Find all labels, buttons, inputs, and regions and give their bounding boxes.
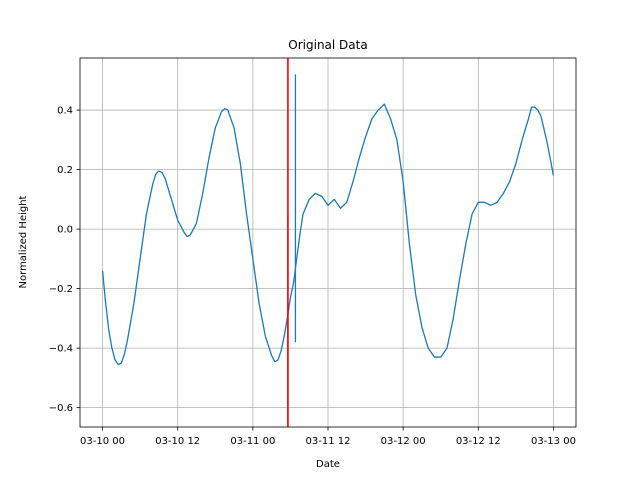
y-tick-label: 0.0 [57,225,73,236]
x-tick-label: 03-12 00 [381,436,426,447]
y-tick-label: −0.6 [49,403,73,414]
x-axis-label: Date [316,459,340,470]
y-tick-label: −0.2 [49,284,73,295]
x-tick-label: 03-12 12 [456,436,501,447]
x-tick-label: 03-13 00 [531,436,576,447]
y-tick-label: 0.2 [57,165,73,176]
y-tick-label: 0.4 [57,106,73,117]
x-tick-label: 03-11 00 [230,436,275,447]
x-tick-label: 03-11 12 [306,436,351,447]
chart-title: Original Data [288,38,367,52]
y-axis-label: Normalized Height [18,195,29,288]
x-tick-label: 03-10 00 [80,436,125,447]
y-tick-label: −0.4 [49,344,73,355]
series-line [101,103,555,366]
y-axis: 0.4 0.2 0.0 −0.2 −0.4 −0.6 [49,106,80,414]
x-axis: 03-10 00 03-10 12 03-11 00 03-11 12 03-12 00… [80,427,576,447]
plot-area [101,58,555,427]
x-tick-label: 03-10 12 [155,436,200,447]
grid [80,58,576,427]
